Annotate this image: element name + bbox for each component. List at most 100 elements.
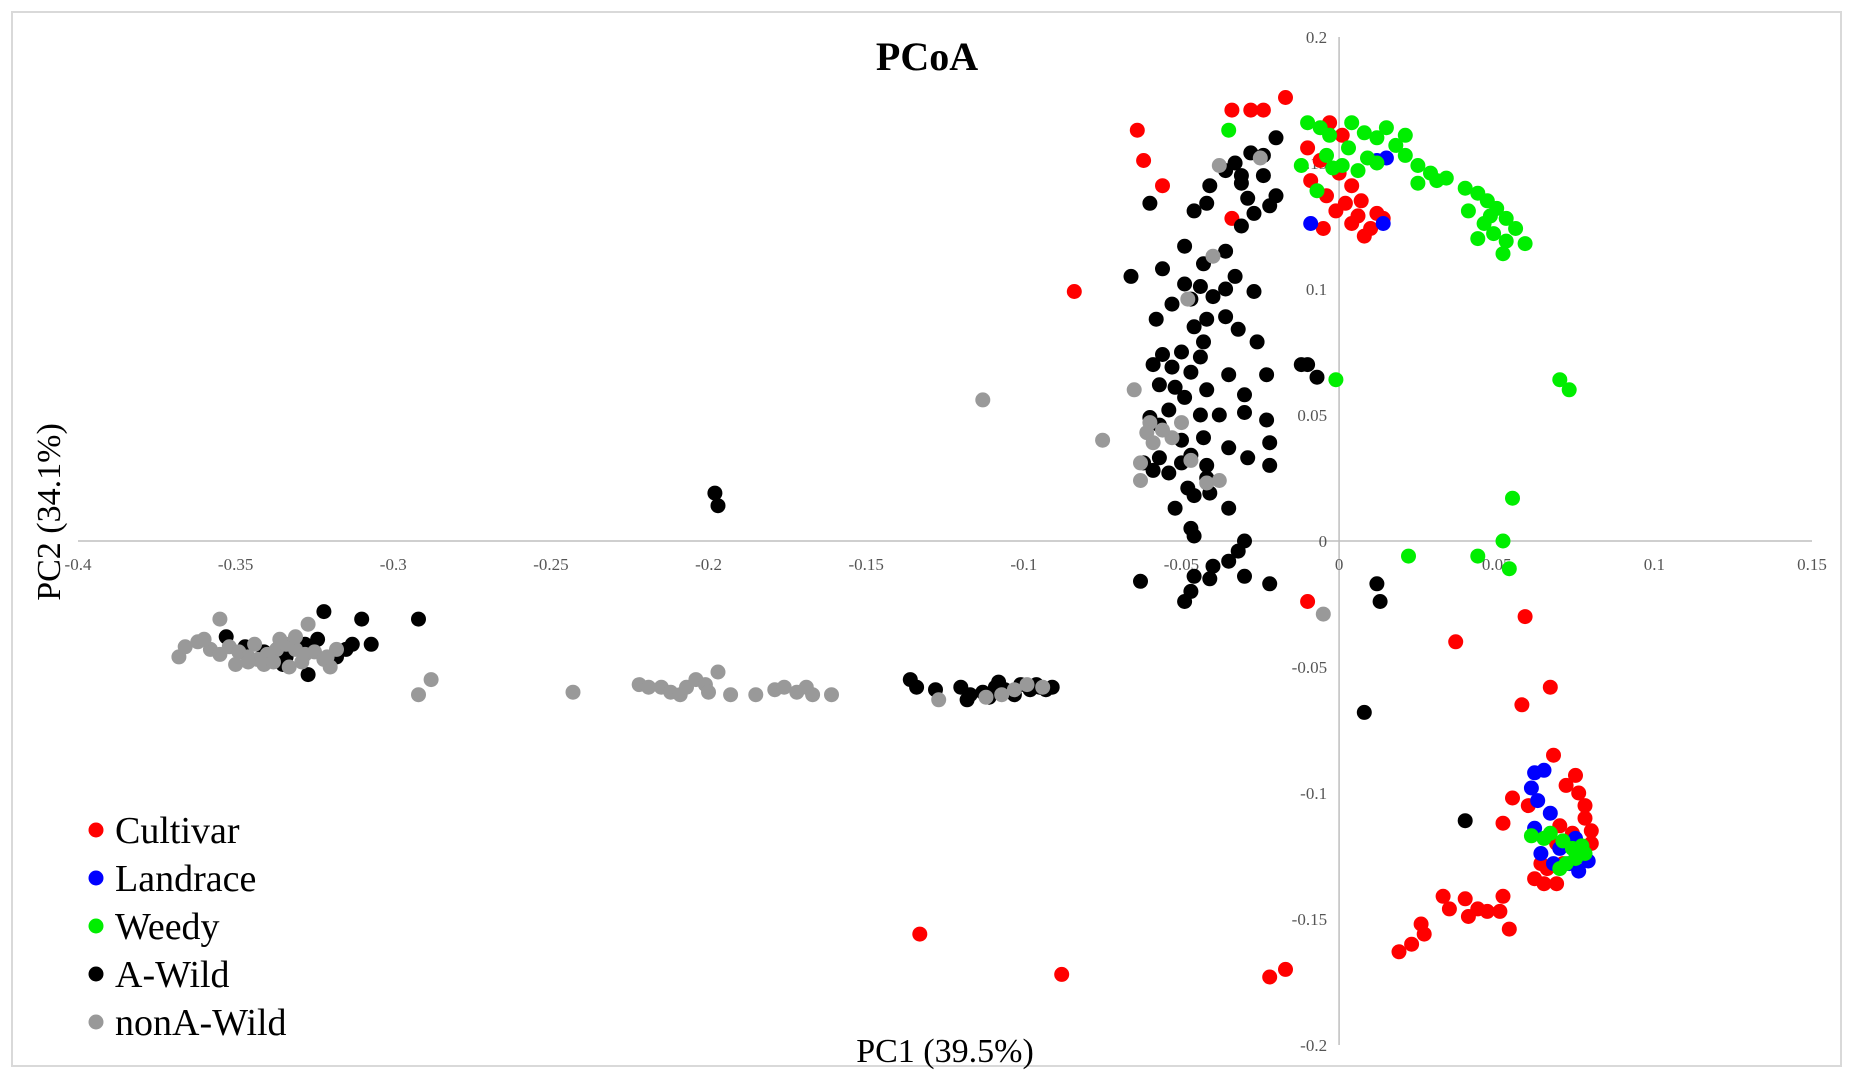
data-point [1523,828,1539,844]
data-point [1255,168,1271,184]
data-point [1552,372,1568,388]
data-point [1237,568,1252,584]
data-point [1542,679,1558,695]
data-point [177,639,193,655]
data-point [1218,243,1234,259]
x-tick-label: 0.1 [1644,555,1665,574]
data-point [1136,153,1152,168]
data-point [1246,284,1262,299]
data-point [1300,594,1316,609]
data-point [994,687,1010,703]
data-point [1530,793,1546,809]
data-point [1161,465,1177,481]
data-point [1303,216,1319,231]
y-tick-label: -0.15 [1292,910,1327,929]
data-point [1498,233,1514,249]
data-point [1514,697,1530,713]
data-point [1549,876,1565,892]
data-point [1262,435,1278,451]
data-point [1174,415,1189,431]
chart-frame [11,11,1842,1067]
tick-labels-group: -0.4 -0.35 -0.3 -0.25 -0.2 -0.15 -0.1 -0.05 0 0.0… [65,28,1827,1055]
data-point [1262,576,1278,592]
data-point [1211,158,1227,173]
data-point [1470,548,1486,564]
data-point [1186,488,1202,504]
data-point [281,659,297,675]
data-point [1328,372,1344,388]
data-point [912,926,928,942]
data-point [1448,634,1464,650]
data-point [1577,846,1593,861]
data-point [1460,909,1476,924]
data-point [1186,319,1202,335]
legend-marker [88,1014,104,1030]
legend-label: A-Wild [115,954,230,996]
data-point [1571,785,1587,801]
data-point [1224,102,1240,118]
data-point [1221,122,1237,138]
data-point [1230,543,1246,559]
data-point [1148,311,1164,327]
data-point [1202,178,1218,194]
data-point [1199,382,1215,398]
data-point [1309,369,1325,385]
data-point [1233,218,1249,234]
data-point [319,649,335,665]
chart-title: PCoA [876,34,978,79]
data-point [1177,389,1193,405]
data-point [288,629,303,645]
data-point [1369,130,1385,146]
data-point [1199,195,1215,211]
data-point [1322,127,1338,143]
data-point [1255,102,1271,118]
data-point [1315,221,1331,236]
data-point [1391,944,1407,960]
data-point [1460,203,1476,219]
data-point [1492,903,1508,919]
data-point [1536,876,1552,892]
legend-label: Landrace [115,858,256,900]
data-point [1221,500,1237,516]
data-point [1240,190,1256,206]
data-point [1155,261,1170,277]
y-tick-label: 0 [1319,532,1328,551]
data-point [1155,178,1170,194]
data-point [1498,210,1514,226]
data-point [1095,432,1111,448]
data-point [1341,140,1356,156]
data-point [1252,150,1268,166]
data-point [1410,175,1426,191]
data-point [1196,430,1211,446]
data-point [266,654,281,670]
data-point [1174,344,1189,360]
legend: Cultivar Landrace Weedy A-Wild nonA-Wild [88,810,287,1044]
data-point [1199,457,1215,473]
data-point [1180,291,1196,307]
data-point [1221,440,1237,456]
data-point [1542,825,1558,841]
data-point [978,689,994,705]
data-point [310,631,326,647]
data-point [1268,130,1284,146]
data-point [1211,473,1227,488]
legend-label: Weedy [115,906,220,948]
data-point [1227,268,1243,284]
y-axis-title: PC2 (34.1%) [31,423,68,601]
data-point [1218,281,1234,297]
data-point [196,631,212,647]
data-point [1495,888,1511,904]
x-tick-label: 0.15 [1797,555,1827,574]
data-point [1482,208,1498,224]
data-point [1262,969,1278,985]
data-point [300,667,316,683]
data-point [1435,888,1451,904]
data-point [1155,422,1170,438]
x-tick-label: -0.15 [848,555,883,574]
data-point [1344,216,1360,231]
x-tick-label: -0.35 [218,555,253,574]
data-point [1246,205,1262,221]
data-point [641,679,657,695]
data-point [1129,122,1145,138]
